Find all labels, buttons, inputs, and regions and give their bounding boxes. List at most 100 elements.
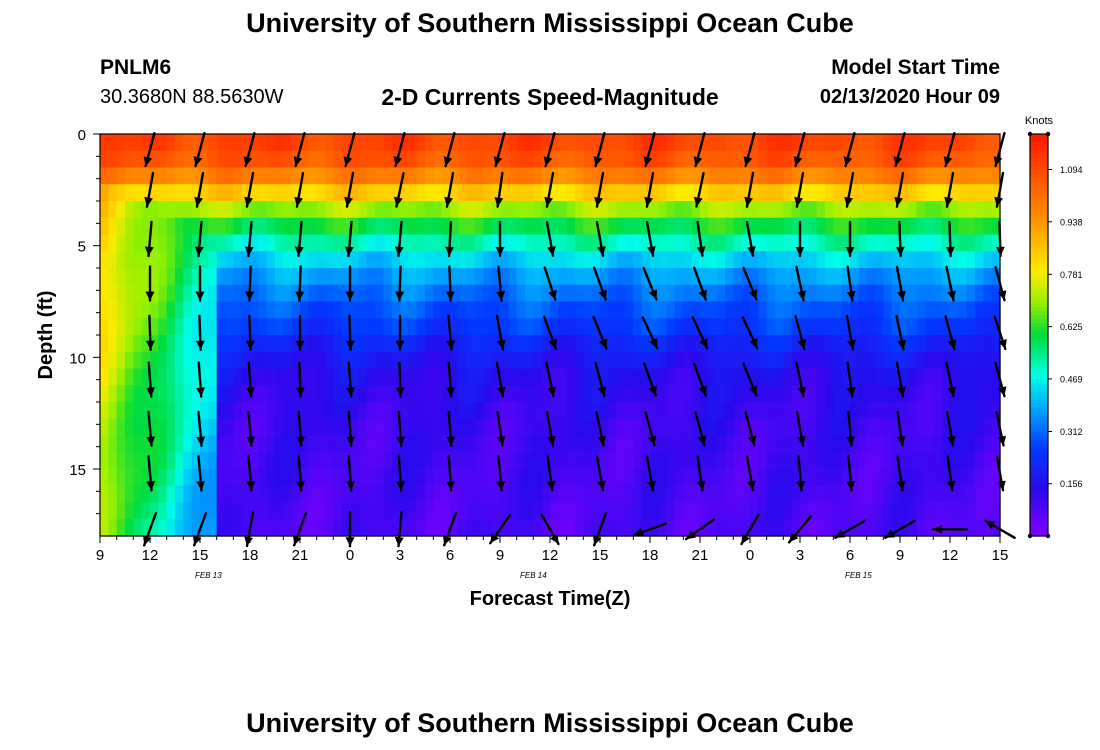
heatmap-cell [700,150,709,169]
heatmap-cell [191,301,201,319]
heatmap-cell [350,284,359,303]
heatmap-cell [391,402,401,420]
heatmap-cell [308,217,318,236]
current-vector [545,220,556,257]
heatmap-cell [891,234,901,252]
heatmap-cell [333,435,343,453]
heatmap-cell [225,351,234,370]
heatmap-cell [933,234,943,252]
heatmap-cell [733,217,743,236]
heatmap-cell [333,469,343,487]
heatmap-cell [150,251,159,269]
heatmap-cell [908,301,918,319]
heatmap-cell [566,435,576,453]
heatmap-cell [383,435,393,453]
heatmap-cell [358,485,368,504]
heatmap-cell [900,385,909,403]
heatmap-cell [441,234,451,252]
current-vector [546,455,556,492]
heatmap-cell [841,368,851,386]
model-start-label: Model Start Time [831,56,1000,79]
heatmap-cell [733,452,743,470]
heatmap-cell [566,251,576,269]
heatmap-cell [841,418,851,437]
heatmap-cell [908,150,918,169]
heatmap-cell [841,335,851,353]
heatmap-cell [283,418,293,437]
heatmap-cell [916,469,926,487]
current-vector [346,455,355,492]
heatmap-cell [283,268,293,286]
heatmap-cell [175,217,184,236]
heatmap-cell [258,519,268,537]
heatmap-cell [900,184,909,202]
heatmap-cell [708,368,718,386]
heatmap-cell [533,301,543,319]
heatmap-cell [641,284,651,303]
heatmap-cell [791,251,801,269]
heatmap-cell [308,268,318,286]
heatmap-cell [341,435,351,453]
heatmap-cell [908,184,918,202]
heatmap-cell [383,469,393,487]
heatmap-cell [891,268,901,286]
current-vector [743,131,756,168]
heatmap-cell [691,234,701,252]
heatmap-cell [341,217,351,236]
heatmap-cell [941,418,951,437]
heatmap-cell [675,435,684,453]
heatmap-cell [233,519,243,537]
heatmap-cell [991,368,1001,386]
heatmap-cell [241,335,251,353]
heatmap-cell [150,217,159,236]
heatmap-cell [133,184,143,202]
heatmap-cell [875,301,884,319]
heatmap-cell [175,435,184,453]
heatmap-cell [383,502,393,520]
heatmap-cell [516,318,526,336]
heatmap-cell [100,150,109,169]
heatmap-cell [241,217,251,236]
heatmap-cell [541,469,551,487]
heatmap-cell [341,184,351,202]
heatmap-cell [525,134,534,152]
x-tick-label: 9 [896,547,904,564]
heatmap-cell [166,217,176,236]
heatmap-cell [125,167,134,185]
heatmap-cell [366,268,376,286]
heatmap-cell [283,284,293,303]
heatmap-cell [933,502,943,520]
heatmap-cell [433,351,443,370]
heatmap-cell [350,150,359,169]
heatmap-cell [741,402,751,420]
heatmap-cell [708,452,718,470]
heatmap-cell [558,217,568,236]
heatmap-cell [183,335,193,353]
heatmap-cell [108,435,118,453]
heatmap-cell [741,368,751,386]
heatmap-cell [525,217,534,236]
current-vector [895,220,905,258]
heatmap-cell [150,184,159,202]
heatmap-cell [716,418,726,437]
heatmap-cell [366,469,376,487]
heatmap-cell [758,301,768,319]
heatmap-cell [600,418,609,437]
heatmap-cell [583,485,593,504]
heatmap-cell [450,301,459,319]
heatmap-cell [225,335,234,353]
heatmap-cell [858,469,868,487]
heatmap-cell [858,234,868,252]
heatmap-cell [558,418,568,437]
heatmap-cell [766,368,776,386]
heatmap-cell [266,435,276,453]
heatmap-cell [400,268,409,286]
heatmap-cell [575,134,584,152]
heatmap-cell [850,435,859,453]
heatmap-cell [125,217,134,236]
heatmap-cell [400,150,409,169]
heatmap-cell [483,318,493,336]
heatmap-cell [575,234,584,252]
current-vector [644,171,655,208]
heatmap-cell [125,502,134,520]
